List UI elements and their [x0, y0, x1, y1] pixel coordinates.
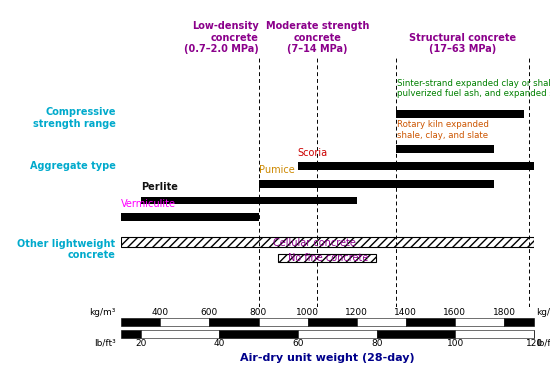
Text: 600: 600: [201, 308, 218, 317]
Bar: [396, 145, 494, 153]
Text: Aggregate type: Aggregate type: [30, 161, 116, 171]
Text: 80: 80: [371, 339, 382, 348]
Text: Moderate strength
concrete
(7–14 MPa): Moderate strength concrete (7–14 MPa): [266, 21, 369, 54]
Text: Air-dry unit weight (28-day): Air-dry unit weight (28-day): [240, 353, 415, 363]
Text: Cellular concrete: Cellular concrete: [273, 238, 356, 248]
Text: No fine concrete: No fine concrete: [288, 253, 368, 263]
Bar: [141, 196, 357, 204]
Text: Vermiculite: Vermiculite: [121, 199, 176, 209]
Text: 400: 400: [152, 308, 169, 317]
Text: Structural concrete
(17–63 MPa): Structural concrete (17–63 MPa): [409, 33, 516, 54]
Bar: [278, 254, 376, 262]
Text: Compressive
strength range: Compressive strength range: [32, 107, 116, 128]
Text: Other lightweight
concrete: Other lightweight concrete: [18, 239, 116, 260]
Bar: [121, 237, 534, 248]
Text: Scoria: Scoria: [298, 148, 328, 158]
Bar: [298, 162, 534, 170]
Text: 1000: 1000: [296, 308, 319, 317]
Text: Rotary kiln expanded
shale, clay, and slate: Rotary kiln expanded shale, clay, and sl…: [397, 120, 489, 140]
Text: 60: 60: [292, 339, 304, 348]
Text: 100: 100: [447, 339, 464, 348]
Text: 20: 20: [135, 339, 146, 348]
Text: Sinter-strand expanded clay or shale,
pulverized fuel ash, and expanded slag: Sinter-strand expanded clay or shale, pu…: [397, 78, 550, 98]
Text: Pumice: Pumice: [258, 165, 294, 175]
Bar: [396, 110, 524, 118]
Text: lb/ft³: lb/ft³: [536, 339, 550, 348]
Text: lb/ft³: lb/ft³: [94, 339, 115, 348]
Text: 800: 800: [250, 308, 267, 317]
Text: 1800: 1800: [493, 308, 515, 317]
Text: 1600: 1600: [443, 308, 466, 317]
Bar: [121, 213, 258, 221]
Text: 40: 40: [214, 339, 225, 348]
Text: Perlite: Perlite: [141, 182, 178, 192]
Text: kg/m³: kg/m³: [536, 308, 550, 317]
Text: 120: 120: [525, 339, 543, 348]
Text: kg/m³: kg/m³: [89, 308, 116, 317]
Bar: [258, 180, 494, 187]
Text: Low-density
concrete
(0.7–2.0 MPa): Low-density concrete (0.7–2.0 MPa): [184, 21, 258, 54]
Text: 1200: 1200: [345, 308, 368, 317]
Text: 1400: 1400: [394, 308, 417, 317]
